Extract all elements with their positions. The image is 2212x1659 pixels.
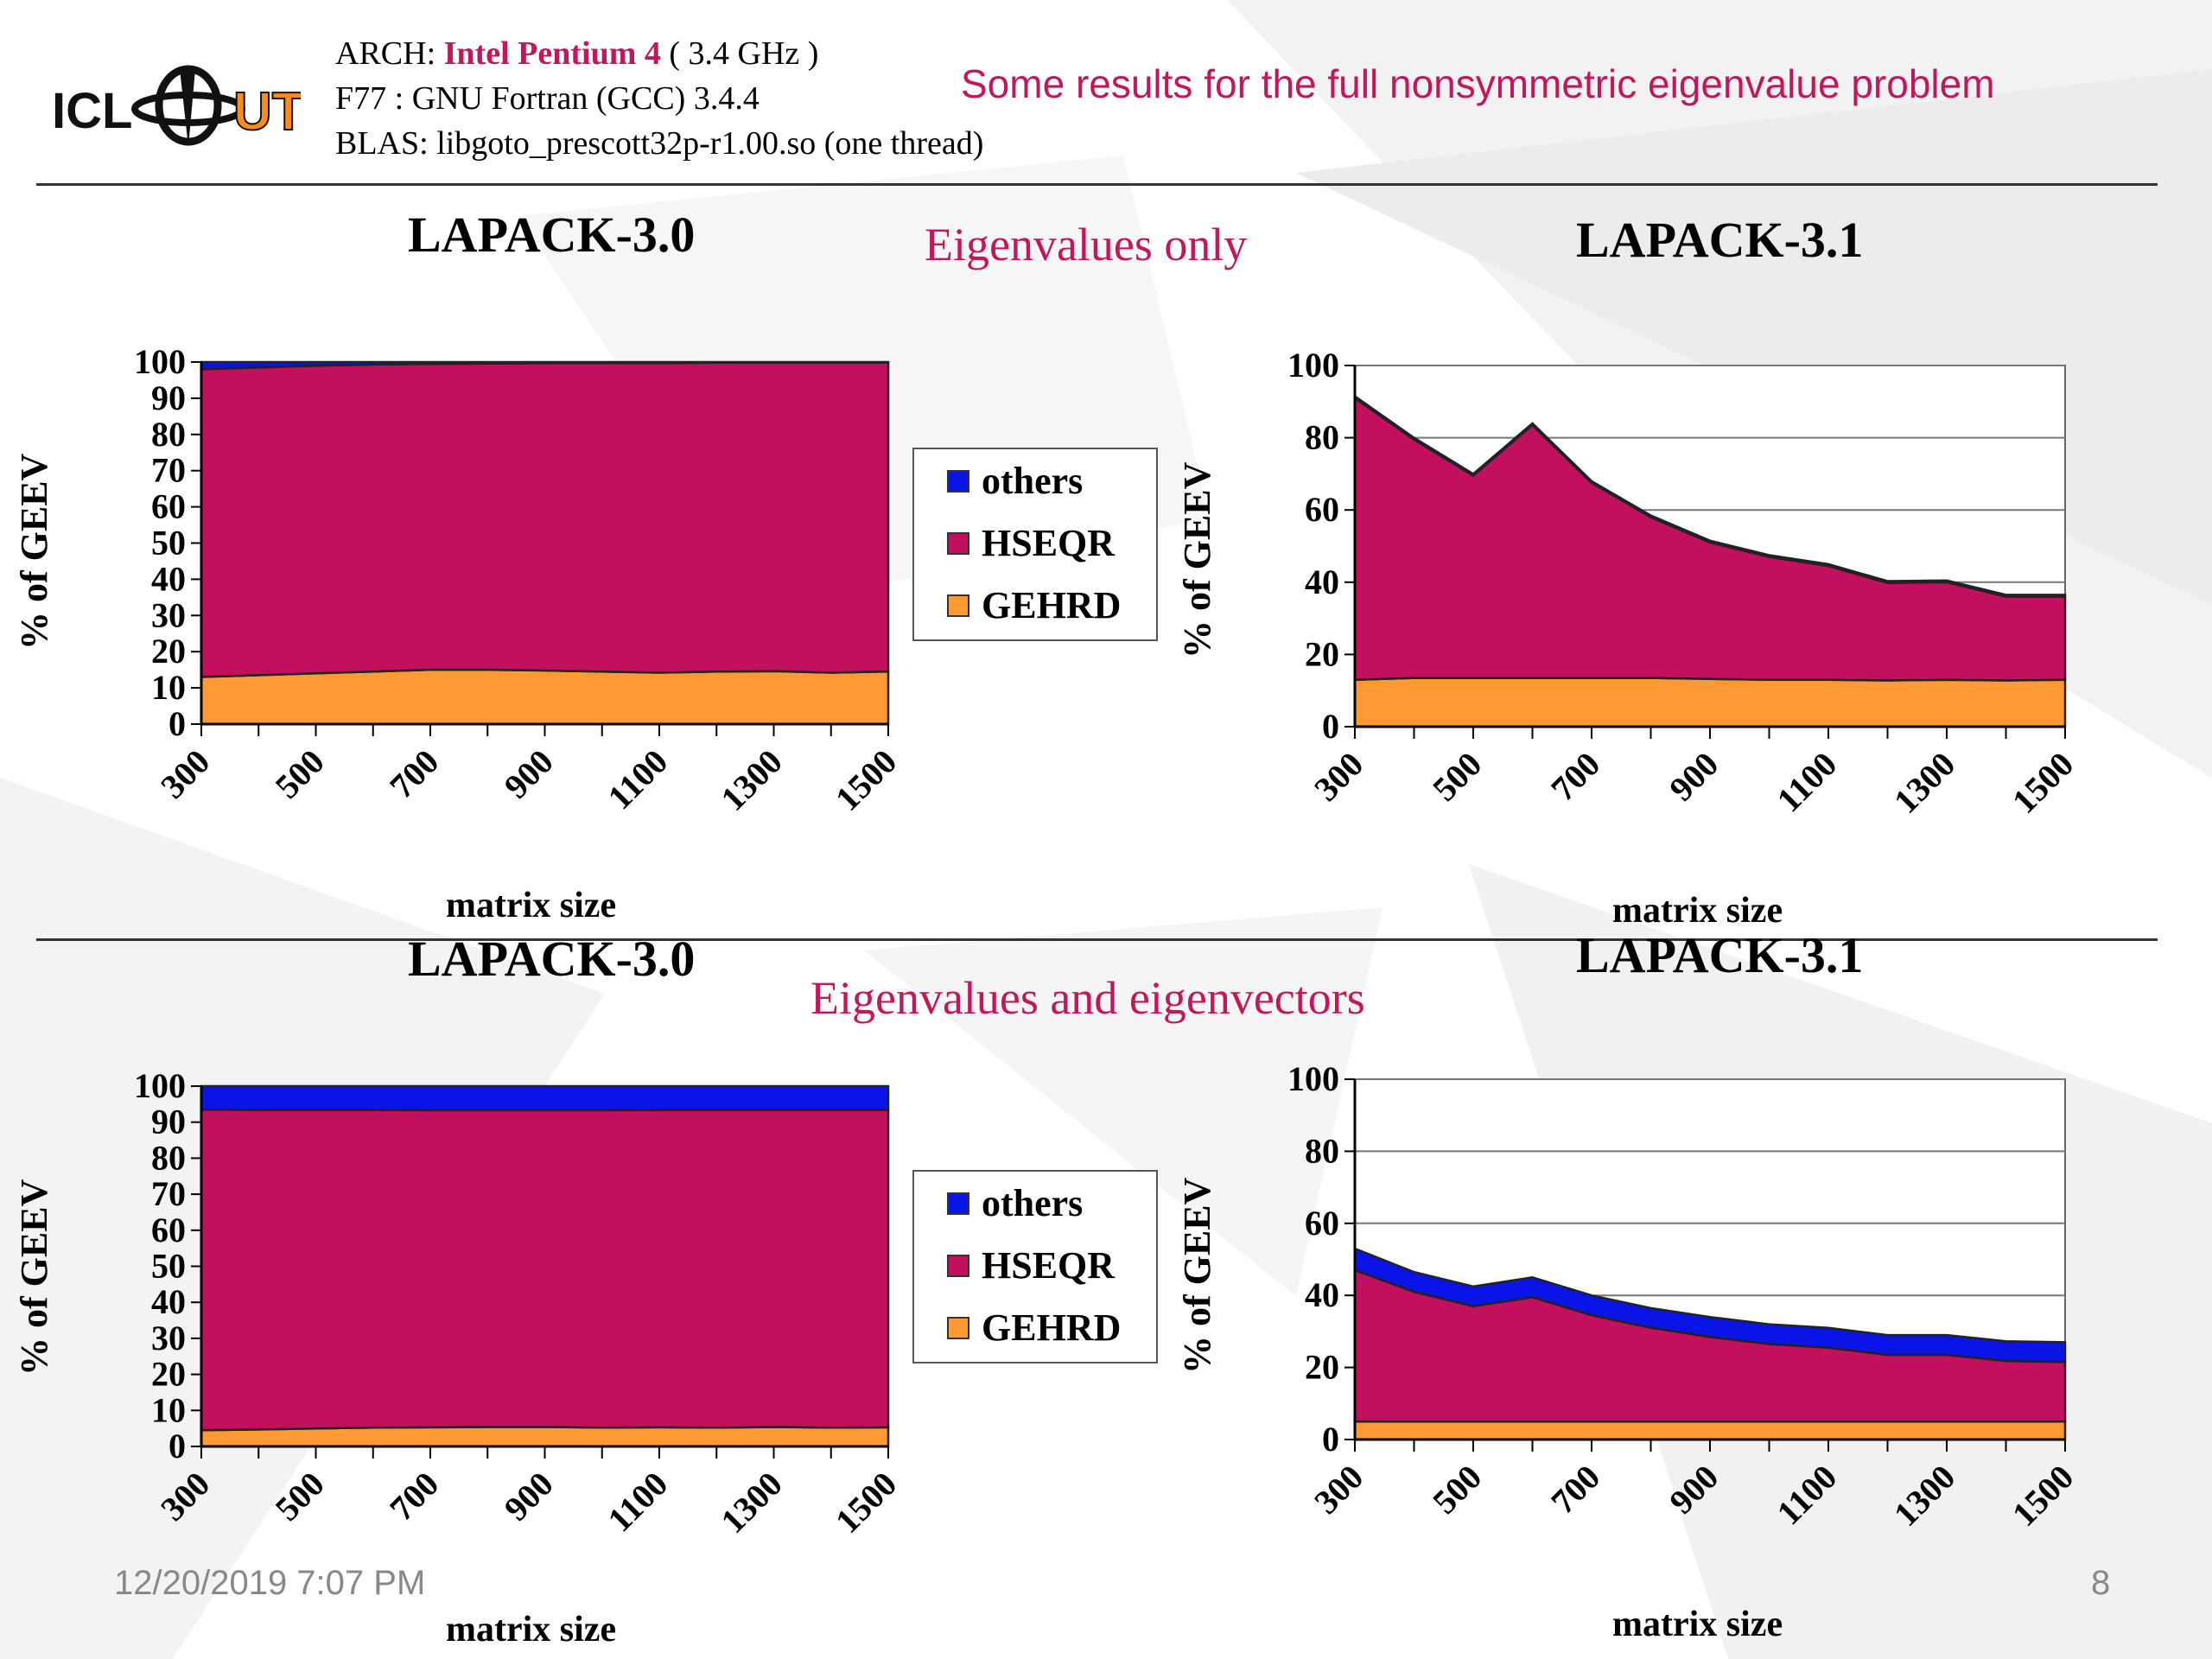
legend-swatch-gehrd (947, 594, 969, 617)
arch-prefix: ARCH: (335, 35, 444, 72)
y-tick-label: 90 (151, 378, 186, 417)
x-tick-label: 1300 (1886, 1458, 1962, 1534)
compiler-line: F77 : GNU Fortran (GCC) 3.4.4 (335, 80, 760, 117)
legend-item-gehrd: GEHRD (947, 584, 1121, 627)
y-tick-label: 20 (151, 1355, 186, 1394)
y-tick-label: 60 (1305, 1204, 1339, 1243)
y-tick-label: 80 (1305, 1131, 1339, 1170)
x-tick-label: 700 (1543, 1458, 1607, 1522)
area-others (1353, 1247, 2067, 1363)
xlabel-c2: matrix size (1612, 891, 1783, 931)
svg-text:UT: UT (233, 82, 301, 142)
y-tick-label: 10 (151, 1390, 186, 1429)
xlabel-c1: matrix size (446, 886, 617, 925)
legend-item-others: others (947, 1182, 1083, 1225)
y-tick-label: 0 (168, 1427, 186, 1465)
section-eigenvalues-only: Eigenvalues only (925, 219, 1248, 270)
icl-ut-logo: ICL UT (50, 60, 306, 156)
y-tick-label: 70 (151, 451, 186, 490)
header-rule (36, 183, 2158, 186)
y-tick-label: 40 (151, 1282, 186, 1321)
legend-label-others: others (982, 460, 1084, 502)
y-tick-label: 80 (1305, 418, 1339, 457)
legend-item-gehrd: GEHRD (947, 1306, 1121, 1350)
section-eigenvalues-eigenvectors: Eigenvalues and eigenvectors (810, 972, 1365, 1024)
x-tick-label: 1100 (1770, 1458, 1845, 1533)
y-tick-label: 60 (1305, 490, 1339, 529)
legend-item-hseqr: HSEQR (947, 1244, 1115, 1287)
y-tick-label: 20 (1305, 634, 1339, 673)
y-tick-label: 50 (151, 524, 186, 563)
y-tick-label: 30 (151, 1319, 186, 1357)
x-tick-label: 500 (1425, 1458, 1489, 1522)
legend-swatch-gehrd (947, 1316, 969, 1339)
footer-page-number: 8 (2091, 1564, 2111, 1602)
legend-item-hseqr: HSEQR (947, 522, 1115, 565)
legend-item-others: others (947, 460, 1083, 503)
x-tick-label: 900 (1662, 1458, 1726, 1522)
y-tick-label: 60 (151, 1211, 186, 1249)
legend-swatch-others (947, 469, 969, 493)
y-tick-label: 100 (134, 342, 186, 381)
xlabel-c4: matrix size (1612, 1605, 1783, 1644)
y-tick-label: 40 (1305, 563, 1339, 601)
chart-title-c4: LAPACK-3.1 (1576, 927, 1864, 983)
legend-label-hseqr: HSEQR (982, 1244, 1116, 1287)
legend-swatch-hseqr (947, 531, 969, 555)
chart-title-c1: LAPACK-3.0 (408, 207, 696, 263)
y-tick-label: 60 (151, 487, 186, 526)
y-tick-label: 0 (168, 704, 186, 743)
arch-line: ARCH: Intel Pentium 4 ( 3.4 GHz ) (335, 31, 818, 76)
legend-label-others: others (982, 1182, 1084, 1224)
y-tick-label: 90 (151, 1103, 186, 1141)
legend-top: others HSEQR GEHRD (912, 448, 1158, 641)
y-tick-label: 40 (1305, 1275, 1339, 1314)
legend-label-gehrd: GEHRD (982, 584, 1122, 626)
area-others (1353, 394, 2067, 598)
area-gehrd (1353, 1420, 2067, 1441)
y-tick-label: 20 (1305, 1348, 1339, 1387)
y-tick-label: 10 (151, 668, 186, 707)
arch-cpu: Intel Pentium 4 (443, 35, 661, 72)
area-others (200, 1084, 890, 1112)
chart-title-c2: LAPACK-3.1 (1576, 212, 1864, 268)
y-tick-label: 100 (134, 1066, 186, 1105)
section-rule (36, 938, 2158, 941)
y-tick-label: 40 (151, 559, 186, 598)
y-tick-label: 20 (151, 632, 186, 671)
y-tick-label: 80 (151, 1138, 186, 1177)
legend-bottom: others HSEQR GEHRD (912, 1170, 1158, 1363)
blas-line: BLAS: libgoto_prescott32p-r1.00.so (one … (335, 125, 984, 162)
xlabel-c3: matrix size (446, 1610, 617, 1649)
area-others (200, 360, 890, 371)
svg-text:ICL: ICL (52, 83, 132, 139)
chart-title-c3: LAPACK-3.0 (408, 931, 696, 987)
y-tick-label: 30 (151, 595, 186, 634)
y-tick-label: 100 (1287, 346, 1339, 385)
legend-swatch-others (947, 1192, 969, 1215)
legend-swatch-hseqr (947, 1254, 969, 1277)
y-tick-label: 0 (1322, 1420, 1339, 1459)
y-tick-label: 100 (1287, 1059, 1339, 1098)
y-tick-label: 0 (1322, 707, 1339, 746)
y-tick-label: 70 (151, 1174, 186, 1213)
slide-title: Some results for the full nonsymmetric e… (961, 61, 1995, 106)
x-tick-label: 300 (1306, 1458, 1370, 1522)
arch-freq: ( 3.4 GHz ) (660, 35, 819, 72)
legend-label-hseqr: HSEQR (982, 522, 1116, 564)
y-tick-label: 80 (151, 415, 186, 454)
legend-label-gehrd: GEHRD (982, 1306, 1122, 1349)
footer-date: 12/20/2019 7:07 PM (114, 1564, 426, 1602)
x-tick-label: 1500 (2005, 1458, 2081, 1534)
y-tick-label: 50 (151, 1247, 186, 1286)
